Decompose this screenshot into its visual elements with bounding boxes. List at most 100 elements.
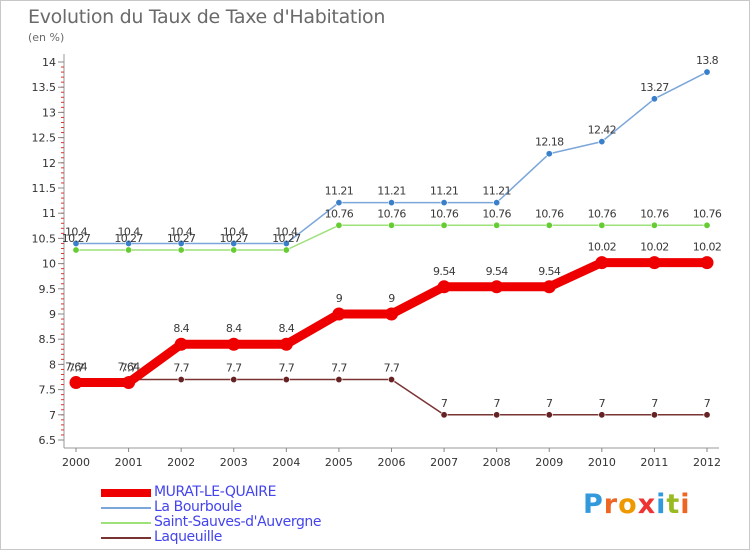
y-tick-label: 10 [42,258,56,271]
logo-letter: r [603,489,619,520]
data-point [125,246,133,254]
x-tick-label: 2003 [220,456,248,469]
data-point [598,411,606,419]
proxiti-logo: Proxiti [583,489,691,520]
data-label: 10.4 [170,225,193,238]
data-point [650,411,658,419]
data-point [545,221,553,229]
y-tick-label: 9 [49,308,56,321]
legend-swatch [101,489,151,497]
data-label: 7.64 [118,361,141,374]
data-label: 10.4 [275,225,298,238]
x-tick-label: 2005 [325,456,353,469]
data-point [387,376,395,384]
axes: 6.5 7 7.5 8 8.5 9 9.5 10 10.5 11 11.5 12 12.5 13 13.5 1… [32,54,721,469]
data-label: 11.21 [377,185,406,198]
legend-item: MURAT-LE-QUAIRE [101,484,461,500]
data-label: 10.76 [535,207,564,220]
data-label: 11.21 [430,185,459,198]
data-point [650,221,658,229]
data-label: 8.4 [278,322,294,335]
y-tick-label: 11.5 [32,182,57,195]
data-label: 13.27 [640,81,669,94]
y-tick-label: 13 [42,106,56,119]
logo-letter: i [680,489,691,520]
data-point [490,280,504,294]
data-label: 7.7 [121,362,137,375]
data-point [545,411,553,419]
data-point [69,376,83,390]
y-tick-label: 8 [49,358,56,371]
data-label: 10.76 [640,207,669,220]
y-tick-label: 7.5 [39,384,57,397]
data-label: 9 [336,292,343,305]
data-label: 10.27 [167,232,196,245]
data-label: 7 [546,397,553,410]
data-point [122,376,136,390]
data-point [545,150,553,158]
data-point [595,256,609,270]
data-point [177,246,185,254]
logo-letter: o [618,489,638,520]
legend-item: Saint-Sauves-d'Auvergne [101,514,461,530]
data-label: 10.02 [588,241,617,254]
data-label: 7.7 [226,362,242,375]
data-point [598,221,606,229]
x-tick-label: 2002 [167,456,195,469]
x-tick-label: 2000 [62,456,90,469]
data-point [332,307,346,321]
data-point [177,376,185,384]
data-label: 10.76 [430,207,459,220]
x-tick-label: 2007 [430,456,458,469]
legend-swatch [101,507,151,509]
data-label: 12.42 [588,124,617,137]
legend-label: Saint-Sauves-d'Auvergne [154,514,322,530]
legend-label: La Bourboule [154,499,242,515]
data-label: 13.8 [696,54,719,67]
data-point [493,199,501,207]
y-tick-label: 11 [42,207,56,220]
data-label: 10.02 [640,241,669,254]
data-label: 9.54 [486,265,509,278]
data-label: 8.4 [173,322,189,335]
data-label: 10.76 [693,207,722,220]
data-point [647,256,661,270]
data-label: 10.27 [220,232,249,245]
data-label: 7.64 [65,361,88,374]
data-point [230,246,238,254]
legend-item: La Bourboule [101,499,461,515]
data-label: 10.76 [588,207,617,220]
data-label: 7 [651,397,658,410]
data-label: 12.18 [535,136,564,149]
x-tick-label: 2009 [535,456,563,469]
data-label: 7 [441,397,448,410]
data-label: 9 [388,292,395,305]
logo-letter: P [583,489,604,520]
x-tick-label: 2001 [115,456,143,469]
y-tick-label: 10.5 [32,232,57,245]
data-label: 11.21 [325,185,354,198]
data-label: 7.7 [68,362,84,375]
data-point [703,68,711,76]
x-tick-label: 2006 [378,456,406,469]
data-point [650,95,658,103]
data-point [703,221,711,229]
data-label: 9.54 [433,265,456,278]
data-point [440,221,448,229]
data-label: 10.27 [272,232,301,245]
data-point [282,246,290,254]
data-point [230,376,238,384]
data-point [385,307,398,321]
legend-swatch [101,537,151,539]
x-tick-label: 2008 [483,456,511,469]
data-label: 8.4 [226,322,242,335]
y-tick-label: 13.5 [32,81,57,94]
legend-label: Laqueuille [154,529,222,545]
y-tick-label: 9.5 [39,283,57,296]
data-label: 10.76 [377,207,406,220]
logo-letter: i [656,489,667,520]
data-label: 7.7 [173,362,189,375]
data-point [282,376,290,384]
data-point [335,376,343,384]
